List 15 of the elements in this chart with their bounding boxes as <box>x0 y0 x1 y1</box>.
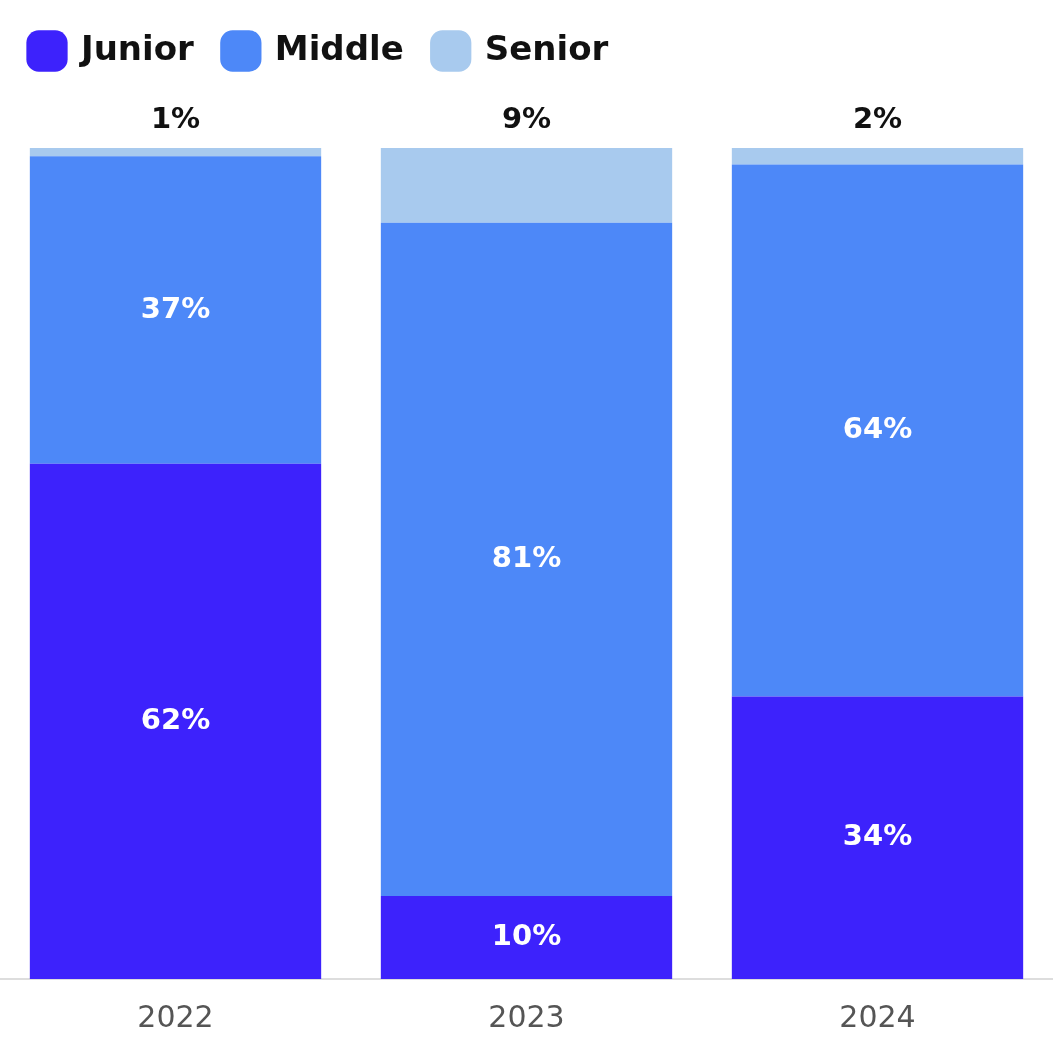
x-tick-label: 2023 <box>488 998 565 1034</box>
legend-label: Middle <box>274 27 404 68</box>
data-label: 1% <box>150 100 201 135</box>
legend-label: Junior <box>79 27 195 68</box>
data-label: 2% <box>852 100 903 135</box>
x-tick-label: 2024 <box>839 998 916 1034</box>
data-label: 64% <box>842 411 913 446</box>
legend-label: Senior <box>484 27 609 68</box>
data-label: 10% <box>491 917 562 952</box>
data-label: 37% <box>140 290 211 325</box>
data-label: 81% <box>491 539 562 574</box>
x-tick-label: 2022 <box>137 998 214 1034</box>
data-label: 62% <box>140 701 211 736</box>
data-label: 34% <box>842 818 913 853</box>
data-label: 9% <box>501 100 552 135</box>
